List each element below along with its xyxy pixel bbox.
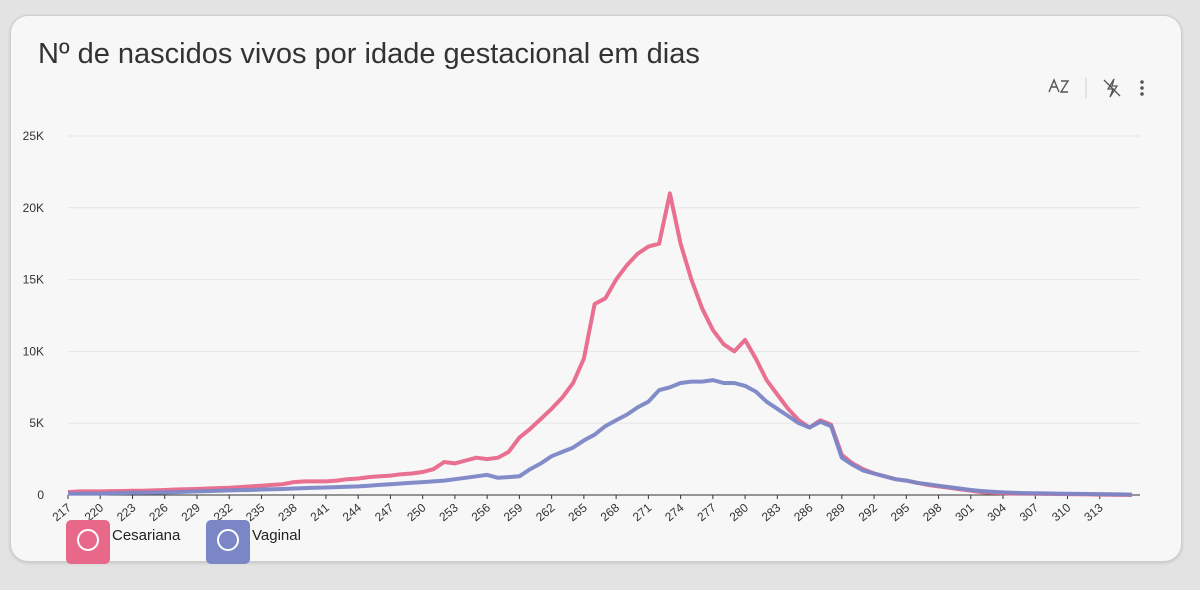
legend-icon-detail [77,529,99,551]
x-tick-label: 289 [823,500,848,524]
legend-item[interactable]: Cesariana [66,520,181,564]
x-tick-label: 301 [952,500,977,524]
x-tick-label: 241 [308,500,333,524]
card [10,15,1182,562]
legend-icon [66,520,110,564]
x-tick-label: 238 [275,500,300,524]
y-tick-label: 10K [23,344,44,358]
legend-label: Cesariana [112,527,181,544]
sort-icon[interactable] [1048,78,1070,93]
x-tick-label: 310 [1049,500,1074,524]
legend-icon-detail [217,529,239,551]
x-tick-label: 223 [114,500,139,524]
x-tick-label: 250 [404,500,429,524]
x-tick-label: 229 [179,500,204,524]
y-tick-label: 15K [23,273,44,287]
toolbar[interactable] [1048,78,1144,98]
x-tick-label: 295 [888,500,913,524]
x-tick-label: 274 [662,500,687,524]
x-tick-label: 247 [372,500,397,524]
x-tick-label: 244 [340,500,365,524]
x-tick-label: 256 [469,500,494,524]
x-tick-label: 313 [1081,500,1106,524]
y-tick-label: 25K [23,129,44,143]
x-tick-label: 265 [565,500,590,524]
x-tick-label: 304 [985,500,1010,524]
series-line [68,378,1133,497]
legend-item[interactable]: Vaginal [206,520,301,564]
x-tick-label: 271 [630,500,655,524]
x-tick-label: 262 [533,500,558,524]
x-tick-label: 280 [727,500,752,524]
legend-label: Vaginal [252,527,301,544]
x-tick-label: 253 [436,500,461,524]
x-tick-label: 277 [694,500,719,524]
x-tick-label: 259 [501,500,526,524]
x-tick-label: 268 [598,500,623,524]
x-tick-label: 307 [1017,500,1042,524]
series-line [67,191,1133,497]
chart-title: Nº de nascidos vivos por idade gestacion… [38,38,700,70]
x-tick-label: 283 [759,500,784,524]
y-tick-label: 20K [23,201,44,215]
x-tick-label: 298 [920,500,945,524]
more-icon[interactable] [1140,80,1144,96]
legend-icon [206,520,250,564]
y-tick-label: 5K [29,416,44,430]
x-tick-label: 226 [146,500,171,524]
drill-icon[interactable] [1103,78,1121,98]
y-tick-label: 0 [37,488,44,502]
x-tick-label: 286 [791,500,816,524]
x-tick-label: 292 [856,500,881,524]
